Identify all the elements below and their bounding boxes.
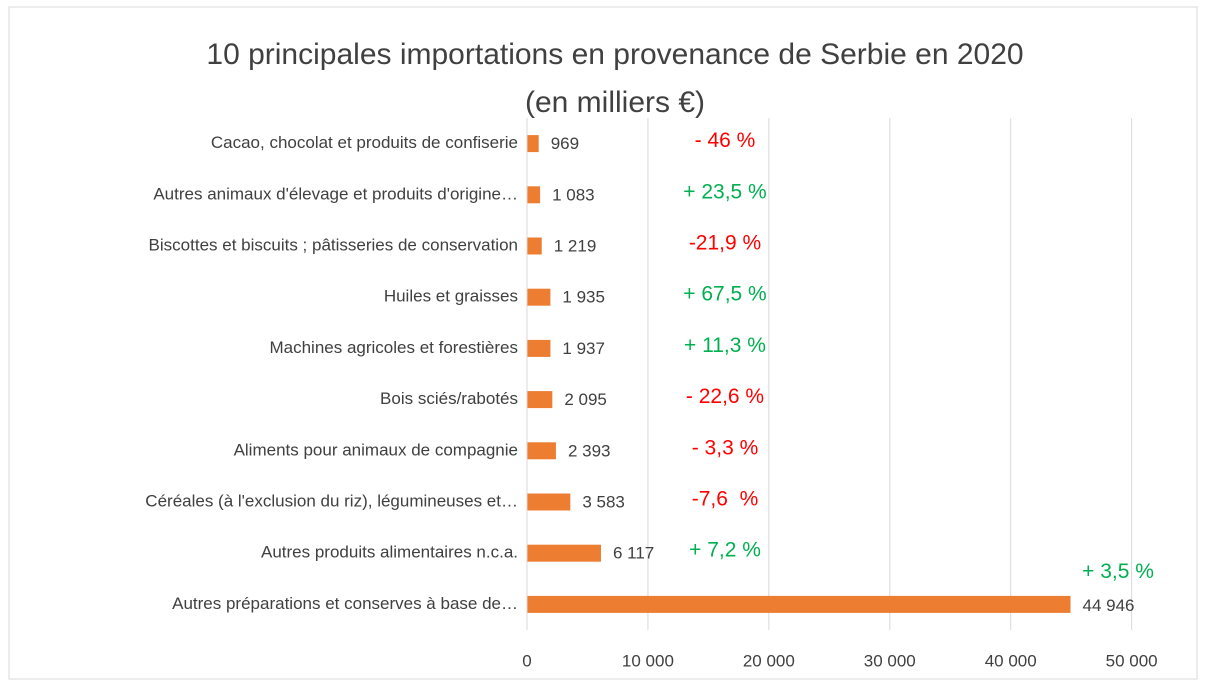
y-tick-label: Autres préparations et conserves à base … xyxy=(172,594,518,613)
x-tick-label: 0 xyxy=(522,651,531,670)
value-label: 3 583 xyxy=(582,492,625,511)
x-tick-label: 30 000 xyxy=(864,651,916,670)
value-label: 44 946 xyxy=(1083,596,1135,615)
value-label: 1 937 xyxy=(562,339,605,358)
value-label: 6 117 xyxy=(613,544,654,563)
bar xyxy=(527,493,571,511)
x-tick-label: 50 000 xyxy=(1106,651,1158,670)
x-tick-label: 20 000 xyxy=(743,651,795,670)
value-label: 1 935 xyxy=(562,288,605,307)
y-tick-label: Céréales (à l'exclusion du riz), légumin… xyxy=(145,491,518,510)
annotation: -7,6 % xyxy=(692,488,759,511)
annotation: - 22,6 % xyxy=(686,385,764,408)
annotation: + 23,5 % xyxy=(683,180,766,203)
chart-subtitle: (en milliers €) xyxy=(525,86,705,119)
value-label: 1 219 xyxy=(554,236,597,255)
bar xyxy=(527,339,551,357)
y-tick-label: Huiles et graisses xyxy=(384,287,518,306)
value-label: 2 095 xyxy=(564,390,607,409)
x-tick-label: 10 000 xyxy=(622,651,674,670)
bar xyxy=(527,288,551,306)
y-tick-label: Autres produits alimentaires n.c.a. xyxy=(261,543,518,562)
bar xyxy=(527,186,541,204)
x-tick-label: 40 000 xyxy=(985,651,1037,670)
chart-frame xyxy=(8,6,1198,680)
y-tick-label: Autres animaux d'élevage et produits d'o… xyxy=(153,184,518,203)
annotation: - 3,3 % xyxy=(692,436,759,459)
y-tick-label: Bois sciés/rabotés xyxy=(380,389,518,408)
annotation: + 67,5 % xyxy=(683,283,766,306)
value-label: 969 xyxy=(551,134,579,153)
bar xyxy=(527,391,553,409)
y-tick-label: Machines agricoles et forestières xyxy=(269,338,518,357)
value-label: 1 083 xyxy=(552,185,595,204)
bar xyxy=(527,135,539,153)
y-tick-label: Biscottes et biscuits ; pâtisseries de c… xyxy=(149,235,518,254)
annotation: + 7,2 % xyxy=(689,539,761,562)
bar xyxy=(527,442,556,460)
y-tick-label: Cacao, chocolat et produits de confiseri… xyxy=(211,133,518,152)
annotation: + 3,5 % xyxy=(1082,560,1154,583)
annotation: - 46 % xyxy=(695,129,756,152)
y-tick-label: Aliments pour animaux de compagnie xyxy=(234,440,518,459)
bar xyxy=(527,544,601,562)
annotation: + 11,3 % xyxy=(684,334,766,357)
value-label: 2 393 xyxy=(568,441,611,460)
chart-title: 10 principales importations en provenanc… xyxy=(206,38,1023,71)
bar xyxy=(527,595,1071,613)
bar xyxy=(527,237,542,255)
annotation: -21,9 % xyxy=(689,232,761,255)
